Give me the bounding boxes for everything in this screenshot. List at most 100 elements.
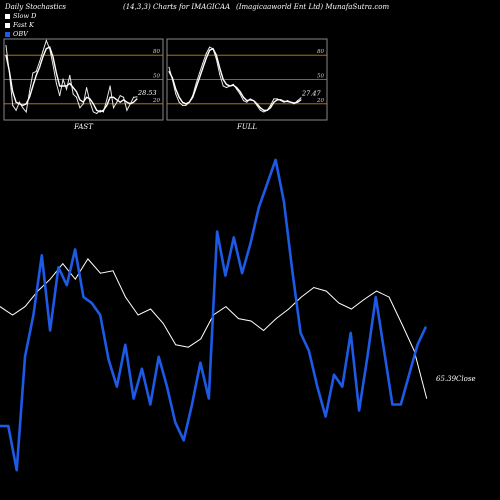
data-point [195,83,197,84]
data-point [243,100,244,102]
data-point [129,103,131,105]
price-point [388,296,390,298]
data-point [89,98,91,100]
obv-point [275,159,277,161]
obv-point [183,439,185,441]
price-point [363,299,365,300]
data-point [215,58,217,60]
data-point [136,96,138,98]
data-point [222,79,224,80]
data-point [119,95,121,97]
price-point [112,270,114,272]
data-point [55,83,57,84]
obv-point [341,386,343,388]
data-point [22,104,24,106]
data-point [270,107,271,109]
price-point [150,308,152,310]
obv-point [208,397,210,400]
obv-point [408,374,410,376]
data-point [69,83,71,84]
obv-point [41,254,43,256]
level-label: 80 [317,49,324,55]
price-point [125,296,126,298]
panel-label: FAST [73,123,94,131]
data-point [106,104,108,106]
data-point [12,91,14,93]
data-point [42,50,44,52]
obv-point [224,275,226,277]
data-point [66,85,67,87]
legend-label: Fast K [13,21,34,29]
chart-params: (14,3,3) Charts for IMAGICAA [123,3,231,11]
data-point [89,101,91,103]
price-point [62,263,64,265]
price-point [100,272,101,274]
obv-point [141,368,143,370]
data-point [297,101,299,103]
data-point [205,53,207,55]
obv-point [82,296,85,298]
data-point [79,99,81,101]
obv-point [325,415,327,418]
obv-point [375,296,377,298]
data-point [219,67,221,69]
data-point [49,46,51,48]
data-point [195,87,197,89]
panel-label: FULL [236,123,257,131]
data-point [273,98,275,100]
data-point [29,91,30,93]
data-point [178,101,180,103]
data-point [109,85,111,87]
data-point [182,104,183,106]
data-point [22,107,24,109]
data-point [102,109,104,111]
data-point [126,109,128,111]
data-point [178,96,180,98]
data-point [76,91,77,93]
last-value-label: 27.47 [301,90,321,98]
data-point [5,45,7,46]
data-point [15,101,17,103]
obv-point [49,329,51,332]
data-point [300,97,302,99]
legend-item-fast-k: Fast K [5,21,34,29]
data-point [59,85,61,87]
obv-point [32,314,35,316]
price-point [213,314,214,316]
data-point [5,54,7,56]
data-point [62,79,64,80]
legend-item-slow-d: Slow D [5,12,36,20]
data-point [226,87,227,89]
price-point [225,306,227,307]
data-point [18,101,20,103]
obv-point [233,236,235,238]
obv-point [116,386,118,388]
price-point [288,308,290,310]
data-point [45,48,47,50]
data-point [229,85,231,87]
data-point [35,74,37,76]
obv-point [7,425,9,427]
obv-point [300,332,302,334]
price-point [162,323,164,324]
data-point [246,101,248,103]
data-point [249,99,251,101]
price-point [376,290,377,292]
data-point [106,99,108,101]
obv-point [66,284,68,286]
data-point [205,57,207,59]
main-panel [0,130,500,500]
price-point [12,314,14,316]
price-point [238,318,239,319]
data-point [209,46,211,48]
obv-point [425,326,427,328]
data-point [45,40,47,42]
price-point [187,346,189,348]
data-point [290,101,292,103]
obv-point [191,403,193,406]
data-point [280,99,282,101]
data-point [243,96,244,98]
data-point [297,100,299,102]
data-point [222,85,224,87]
